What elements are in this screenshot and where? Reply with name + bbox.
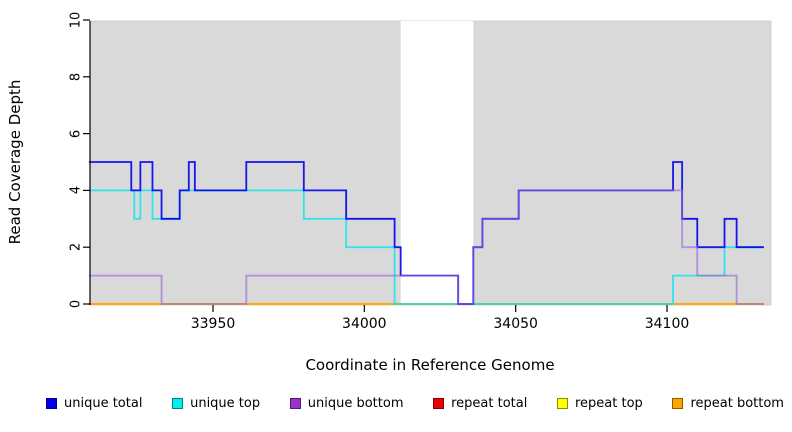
legend-swatch-icon — [557, 398, 568, 409]
x-tick-label: 33950 — [190, 316, 236, 332]
legend-swatch-icon — [433, 398, 445, 409]
legend-swatch-icon — [172, 398, 184, 409]
legend-item-unique-top: unique top — [172, 396, 260, 411]
y-tick-label: 4 — [68, 186, 84, 195]
series-line-unique-bottom — [88, 189, 764, 305]
legend-item-label: repeat bottom — [690, 396, 784, 411]
x-axis-label: Coordinate in Reference Genome — [305, 356, 555, 374]
legend-item-unique-total: unique total — [46, 396, 142, 411]
legend-item-label: repeat top — [575, 396, 643, 411]
legend: unique total unique top unique bottom repea… — [46, 396, 784, 411]
legend-item-label: unique total — [64, 396, 143, 411]
x-tick-label: 34000 — [342, 316, 387, 332]
legend-item-unique-bottom: unique bottom — [289, 396, 404, 411]
legend-swatch-icon — [46, 398, 57, 409]
legend-item-repeat-top: repeat top — [557, 396, 643, 411]
y-axis-label: Read Coverage Depth — [6, 79, 24, 245]
x-tick-label: 34050 — [493, 316, 538, 332]
y-tick-label: 2 — [68, 243, 84, 252]
x-tick-label: 34100 — [644, 316, 690, 332]
legend-item-label: unique bottom — [307, 396, 404, 411]
unshaded-band — [400, 21, 474, 305]
series-line-unique-top — [88, 189, 764, 305]
y-tick-label: 0 — [68, 299, 84, 309]
legend-swatch-icon — [672, 398, 684, 409]
y-tick-label: 10 — [68, 11, 84, 29]
legend-item-repeat-total: repeat total — [433, 396, 527, 411]
y-tick-label: 8 — [68, 72, 84, 81]
legend-item-label: repeat total — [451, 396, 528, 411]
legend-item-label: unique top — [190, 396, 261, 411]
y-tick-label: 6 — [68, 129, 84, 138]
legend-swatch-icon — [289, 398, 301, 409]
legend-item-repeat-bottom: repeat bottom — [672, 396, 784, 411]
